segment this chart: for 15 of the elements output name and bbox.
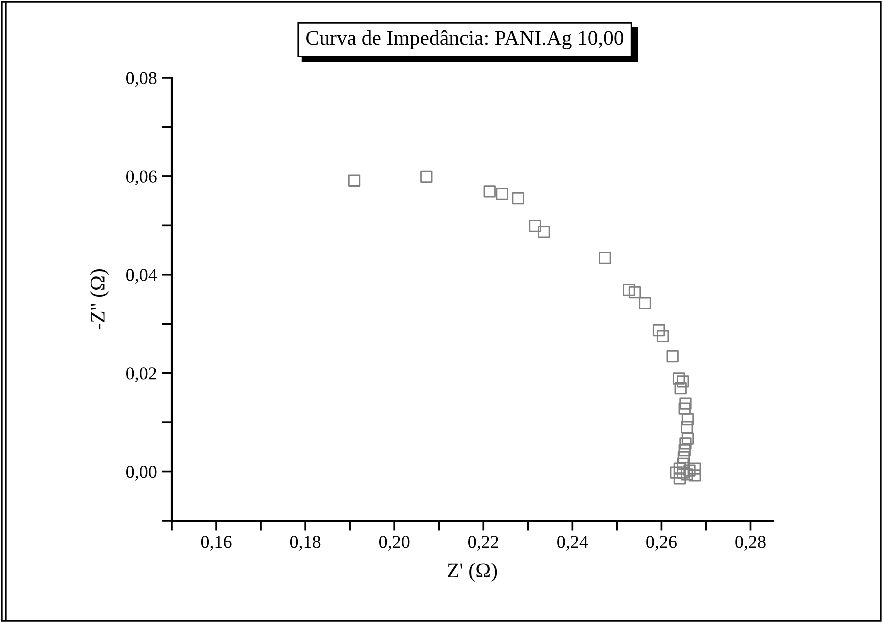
chart-title: Curva de Impedância: PANI.Ag 10,00 [306, 30, 624, 50]
y-tick-label: 0,00 [126, 466, 157, 481]
y-tick-label: 0,04 [126, 269, 158, 284]
x-axis-title: Z' (Ω) [448, 563, 498, 582]
x-tick-label: 0,16 [201, 536, 232, 551]
x-tick-label: 0,24 [558, 536, 588, 551]
x-tick-label: 0,28 [736, 536, 766, 551]
y-tick-label: 0,02 [126, 368, 156, 382]
y-tick-label: 0,08 [126, 72, 157, 88]
y-tick-label: 0,06 [126, 170, 157, 186]
x-tick-label: 0,20 [379, 536, 410, 551]
x-tick-label: 0,18 [290, 536, 321, 551]
x-tick-label: 0,26 [646, 536, 677, 551]
x-tick-label: 0,22 [468, 536, 498, 551]
y-axis-title: -Z'' (Ω) [90, 270, 110, 330]
